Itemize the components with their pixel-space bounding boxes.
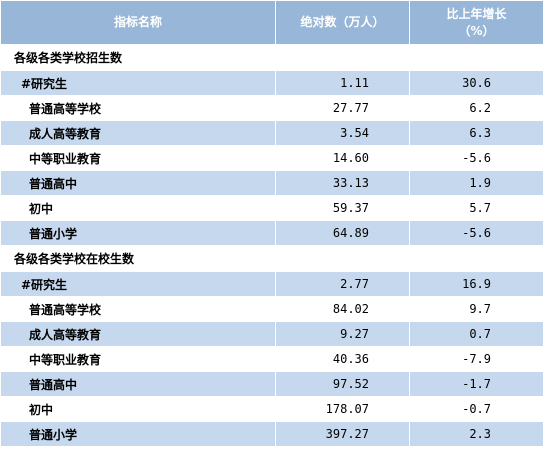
row-value: 59.37	[275, 195, 410, 221]
section-row: 各级各类学校在校生数	[0, 245, 543, 272]
row-value: 9.27	[275, 321, 410, 347]
row-name: 初中	[0, 195, 276, 221]
row-name: 成人高等教育	[0, 321, 276, 347]
row-growth: -1.7	[409, 371, 543, 397]
row-value: 40.36	[275, 346, 410, 372]
row-name: 普通高等学校	[0, 296, 276, 322]
row-value: 97.52	[275, 371, 410, 397]
table-row: 普通高中 97.52 -1.7	[0, 371, 543, 397]
row-growth: -5.6	[409, 220, 543, 246]
header-growth-line2: （%）	[458, 23, 495, 38]
table-row: 普通小学 64.89 -5.6	[0, 220, 543, 246]
table-row: 普通高等学校 27.77 6.2	[0, 95, 543, 121]
row-name: 成人高等教育	[0, 120, 276, 146]
row-growth: 16.9	[409, 271, 543, 297]
row-value: 14.60	[275, 145, 410, 171]
section-row: 各级各类学校招生数	[0, 44, 543, 71]
row-name: #研究生	[0, 271, 276, 297]
row-value: 84.02	[275, 296, 410, 322]
row-growth: 1.9	[409, 170, 543, 196]
row-name: 普通小学	[0, 220, 276, 246]
row-name: 普通高中	[0, 371, 276, 397]
table-row: 中等职业教育 14.60 -5.6	[0, 145, 543, 171]
header-indicator-name: 指标名称	[0, 0, 276, 45]
table-row: 中等职业教育 40.36 -7.9	[0, 346, 543, 372]
header-absolute-value: 绝对数（万人）	[275, 0, 410, 45]
row-value: 2.77	[275, 271, 410, 297]
row-growth: 30.6	[409, 70, 543, 96]
table-row: 普通高中 33.13 1.9	[0, 170, 543, 196]
row-growth: -7.9	[409, 346, 543, 372]
row-value: 64.89	[275, 220, 410, 246]
table-row: 普通高等学校 84.02 9.7	[0, 296, 543, 322]
section-title: 各级各类学校招生数	[0, 44, 543, 71]
row-growth: 5.7	[409, 195, 543, 221]
row-name: #研究生	[0, 70, 276, 96]
table-row: 初中 178.07 -0.7	[0, 396, 543, 422]
row-name: 普通小学	[0, 421, 276, 447]
row-value: 397.27	[275, 421, 410, 447]
table-row: 初中 59.37 5.7	[0, 195, 543, 221]
row-growth: 0.7	[409, 321, 543, 347]
row-name: 中等职业教育	[0, 145, 276, 171]
table-row: #研究生 1.11 30.6	[0, 70, 543, 96]
row-value: 33.13	[275, 170, 410, 196]
table-header-row: 指标名称 绝对数（万人） 比上年增长 （%）	[0, 0, 543, 45]
row-value: 178.07	[275, 396, 410, 422]
row-name: 初中	[0, 396, 276, 422]
header-growth: 比上年增长 （%）	[409, 0, 543, 45]
row-value: 27.77	[275, 95, 410, 121]
statistics-table: 指标名称 绝对数（万人） 比上年增长 （%） 各级各类学校招生数 #研究生 1.…	[0, 0, 543, 447]
row-name: 普通高中	[0, 170, 276, 196]
row-growth: -5.6	[409, 145, 543, 171]
row-name: 普通高等学校	[0, 95, 276, 121]
table-row: #研究生 2.77 16.9	[0, 271, 543, 297]
row-value: 3.54	[275, 120, 410, 146]
table-row: 普通小学 397.27 2.3	[0, 421, 543, 447]
header-growth-line1: 比上年增长	[446, 6, 507, 21]
row-growth: 6.2	[409, 95, 543, 121]
row-growth: 9.7	[409, 296, 543, 322]
row-growth: 2.3	[409, 421, 543, 447]
table-row: 成人高等教育 3.54 6.3	[0, 120, 543, 146]
row-growth: -0.7	[409, 396, 543, 422]
row-growth: 6.3	[409, 120, 543, 146]
row-value: 1.11	[275, 70, 410, 96]
row-name: 中等职业教育	[0, 346, 276, 372]
table-row: 成人高等教育 9.27 0.7	[0, 321, 543, 347]
section-title: 各级各类学校在校生数	[0, 245, 543, 272]
